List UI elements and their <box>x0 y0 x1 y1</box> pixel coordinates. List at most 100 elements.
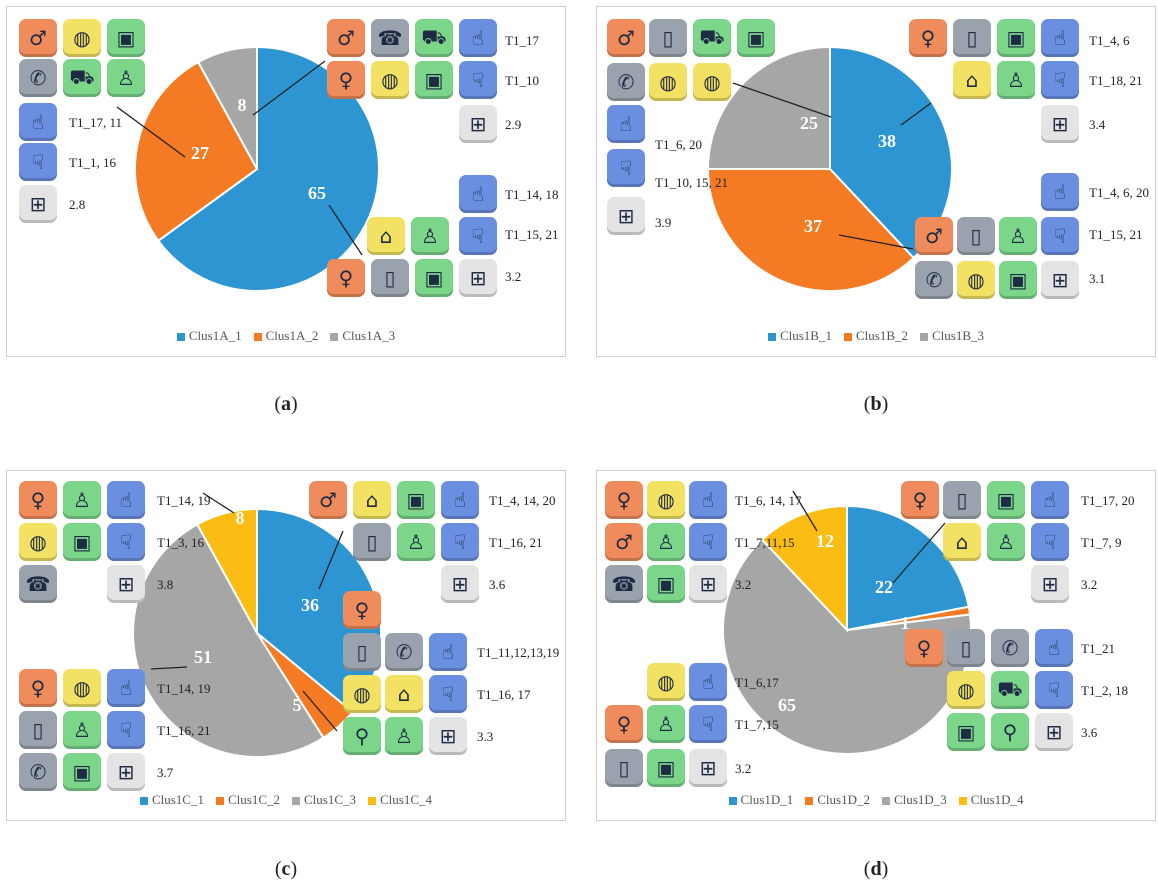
leader-line <box>252 60 326 116</box>
car-icon: ⛟ <box>991 671 1029 709</box>
graduation-cap-icon: ⌂ <box>943 523 981 561</box>
thumbs-up-icon: ☝ <box>459 19 497 57</box>
data-label: 65 <box>778 695 796 715</box>
thumbs-up-icon: ☝ <box>19 103 57 141</box>
thumbs-down-icon: ☟ <box>107 523 145 561</box>
thumbs-up-icon: ☝ <box>107 481 145 519</box>
legend-label: Clus1A_2 <box>265 328 319 343</box>
data-label: 36 <box>301 595 319 615</box>
telephone-icon: ☎ <box>371 19 409 57</box>
legend-item: Clus1C_2 <box>215 792 280 808</box>
panel-a: 65 27 8 ♂ ◍ ▣ ✆ ⛟ ♙ ☝ ☟ ⊞ ♂ ☎ ⛟ ☝ ♀ ◍ ▣ ☟ ⊞ ☝ ⌂ ♙ ☟ ♀ ▯ ▣ ⊞ T1_17, 11… <box>6 6 566 357</box>
bus-icon: ▣ <box>415 259 453 297</box>
chart-icon: ⊞ <box>459 259 497 297</box>
thumbs-down-icon: ☟ <box>459 61 497 99</box>
legend-label: Clus1A_1 <box>188 328 242 343</box>
walking-icon: ♙ <box>107 59 145 97</box>
hat-icon: ◍ <box>63 19 101 57</box>
bus-icon: ▣ <box>647 749 685 787</box>
thumbs-up-icon: ☝ <box>441 481 479 519</box>
legend-item: Clus1A_1 <box>176 328 242 344</box>
caption-b: (b) <box>863 393 889 415</box>
legend-item: Clus1A_2 <box>253 328 319 344</box>
legend-item: Clus1B_1 <box>767 328 832 344</box>
thumbs-down-icon: ☟ <box>459 217 497 255</box>
legend-item: Clus1D_3 <box>882 792 947 808</box>
legend-label: Clus1C_3 <box>304 792 357 807</box>
bus-icon: ▣ <box>987 481 1025 519</box>
legend-swatch <box>292 797 300 806</box>
annotation-text: 3.1 <box>1089 271 1106 286</box>
thumbs-down-icon: ☟ <box>607 149 645 187</box>
male-icon: ♂ <box>309 481 347 519</box>
legend: Clus1A_1 Clus1A_2 Clus1A_3 <box>7 328 565 344</box>
leader-line <box>150 666 188 670</box>
graduation-cap-icon: ⌂ <box>353 481 391 519</box>
thumbs-up-icon: ☝ <box>1041 19 1079 57</box>
mobile-phone-icon: ✆ <box>385 633 423 671</box>
data-label: 51 <box>194 647 212 667</box>
legend-item: Clus1C_3 <box>292 792 356 808</box>
legend-item: Clus1C_4 <box>368 792 432 808</box>
annotation-text: 3.4 <box>1089 117 1106 132</box>
thumbs-up-icon: ☝ <box>459 175 497 213</box>
male-icon: ♂ <box>19 19 57 57</box>
female-icon: ♀ <box>905 629 943 667</box>
leader-line <box>900 102 932 126</box>
hat-icon: ◍ <box>947 671 985 709</box>
legend-swatch <box>843 333 852 342</box>
chart-icon: ⊞ <box>689 749 727 787</box>
thumbs-down-icon: ☟ <box>107 711 145 749</box>
thumbs-up-icon: ☝ <box>1041 173 1079 211</box>
bicycle-icon: ⚲ <box>991 713 1029 751</box>
thumbs-down-icon: ☟ <box>689 705 727 743</box>
hat-icon: ◍ <box>647 481 685 519</box>
bicycle-icon: ⚲ <box>343 717 381 755</box>
telephone-icon: ☎ <box>19 565 57 603</box>
legend-swatch <box>368 797 377 806</box>
female-icon: ♀ <box>909 19 947 57</box>
annotation-text: T1_14, 18 <box>505 187 559 202</box>
annotation-text: T1_16, 21 <box>157 723 211 738</box>
thumbs-down-icon: ☟ <box>689 523 727 561</box>
panel-d: 22 1 65 12 ♀ ◍ ☝ ♂ ♙ ☟ ☎ ▣ ⊞ ◍ ☝ ♀ ♙ ☟ ▯ ▣ ⊞ ♀ ▯ ▣ ☝ ⌂ ♙ ☟ ⊞ ♀ ▯ ✆ ☝ ◍ ⛟ ☟ ▣… <box>596 470 1156 821</box>
pie-slice-clus1d_4 <box>760 504 848 633</box>
legend-label: Clus1D_1 <box>740 792 794 807</box>
annotation-text: T1_7, 9 <box>1081 535 1122 550</box>
chart-icon: ⊞ <box>1031 565 1069 603</box>
annotation-text: T1_14, 19 <box>157 493 211 508</box>
legend-swatch <box>767 333 776 342</box>
annotation-text: T1_4, 14, 20 <box>489 493 556 508</box>
thumbs-down-icon: ☟ <box>19 143 57 181</box>
legend-label: Clus1C_2 <box>227 792 280 807</box>
annotation-text: 3.9 <box>655 215 672 230</box>
chart-icon: ⊞ <box>607 197 645 235</box>
data-label: 27 <box>191 143 209 163</box>
female-icon: ♀ <box>901 481 939 519</box>
thumbs-down-icon: ☟ <box>441 523 479 561</box>
mobile-phone-icon: ▯ <box>947 629 985 667</box>
legend-swatch <box>215 797 224 806</box>
walking-icon: ♙ <box>999 217 1037 255</box>
hat-icon: ◍ <box>63 669 101 707</box>
legend-swatch <box>176 333 185 342</box>
annotation-text: T1_10 <box>505 73 539 88</box>
pie-slice-clus1c_4 <box>195 507 258 634</box>
leader-line <box>792 490 818 532</box>
chart-icon: ⊞ <box>1041 261 1079 299</box>
data-label: 8 <box>238 95 247 115</box>
mobile-phone-icon: ▯ <box>353 523 391 561</box>
mobile-phone-icon: ✆ <box>19 59 57 97</box>
female-icon: ♀ <box>605 705 643 743</box>
data-label: 25 <box>800 113 818 133</box>
chart-icon: ⊞ <box>459 105 497 143</box>
walking-icon: ♙ <box>987 523 1025 561</box>
mobile-phone-icon: ▯ <box>957 217 995 255</box>
legend-swatch <box>920 333 928 342</box>
leader-line <box>328 204 363 256</box>
mobile-phone-icon: ▯ <box>343 633 381 671</box>
legend-swatch <box>330 333 339 342</box>
data-label: 37 <box>804 216 822 236</box>
legend-label: Clus1B_2 <box>855 328 908 343</box>
annotation-text: T1_15, 21 <box>505 227 559 242</box>
